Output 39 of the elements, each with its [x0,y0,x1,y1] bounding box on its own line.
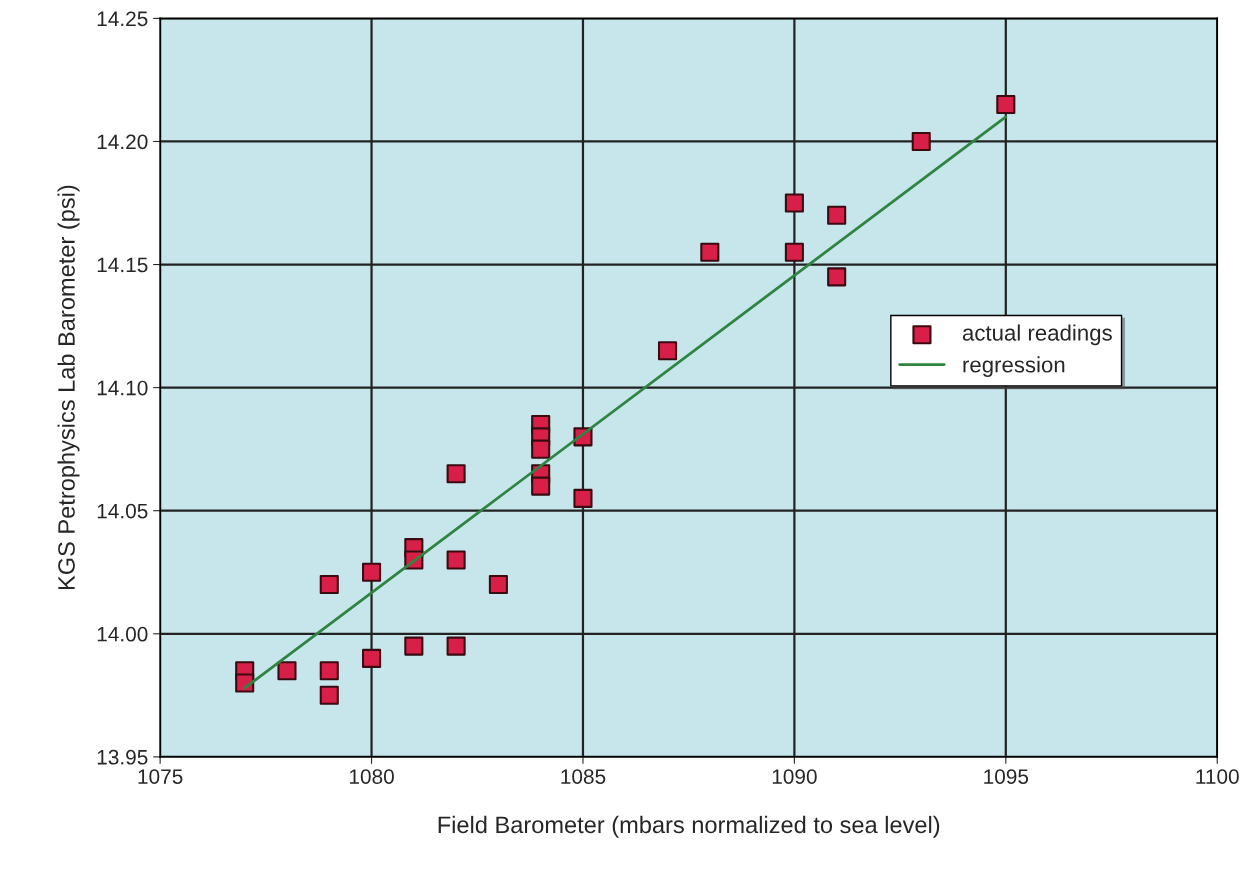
point [319,661,339,681]
point [446,550,466,570]
x-axis-title: Field Barometer (mbars normalized to sea level) [438,815,940,838]
x-tick-label: 1090 [772,769,817,784]
point [488,575,508,595]
point [531,476,551,496]
point [362,562,382,582]
y-tick-label: 14.25 [97,11,148,27]
point [827,267,847,287]
point [784,242,804,262]
y-tick-label: 13.95 [97,749,148,765]
y-tick-label: 14.10 [97,380,148,396]
x-tick-label: 1075 [138,769,183,784]
x-tick-label: 1095 [984,769,1029,784]
y-tick-label: 14.20 [97,134,148,150]
point [319,685,339,705]
y-tick-label: 14.15 [97,257,148,273]
point [996,95,1016,115]
point [404,636,424,656]
point [657,341,678,361]
point [911,131,931,152]
x-tick-label: 1080 [349,769,394,784]
y-tick-label: 14.00 [97,626,148,642]
y-tick-label: 14.05 [97,503,148,519]
x-tick-label: 1085 [561,769,606,784]
y-axis-title: KGS Petrophysics Lab Barometer (psi) [57,185,80,590]
point [827,205,847,225]
legend-label: regression [963,356,1065,377]
legend-label: actual readings [962,324,1112,346]
point [362,648,382,668]
x-tick-label: 1100 [1196,769,1239,784]
point [319,575,339,595]
point [700,242,720,262]
point [531,439,551,459]
point [573,488,593,508]
point [784,193,804,213]
point [446,636,466,656]
point [446,464,466,484]
point [277,661,297,681]
